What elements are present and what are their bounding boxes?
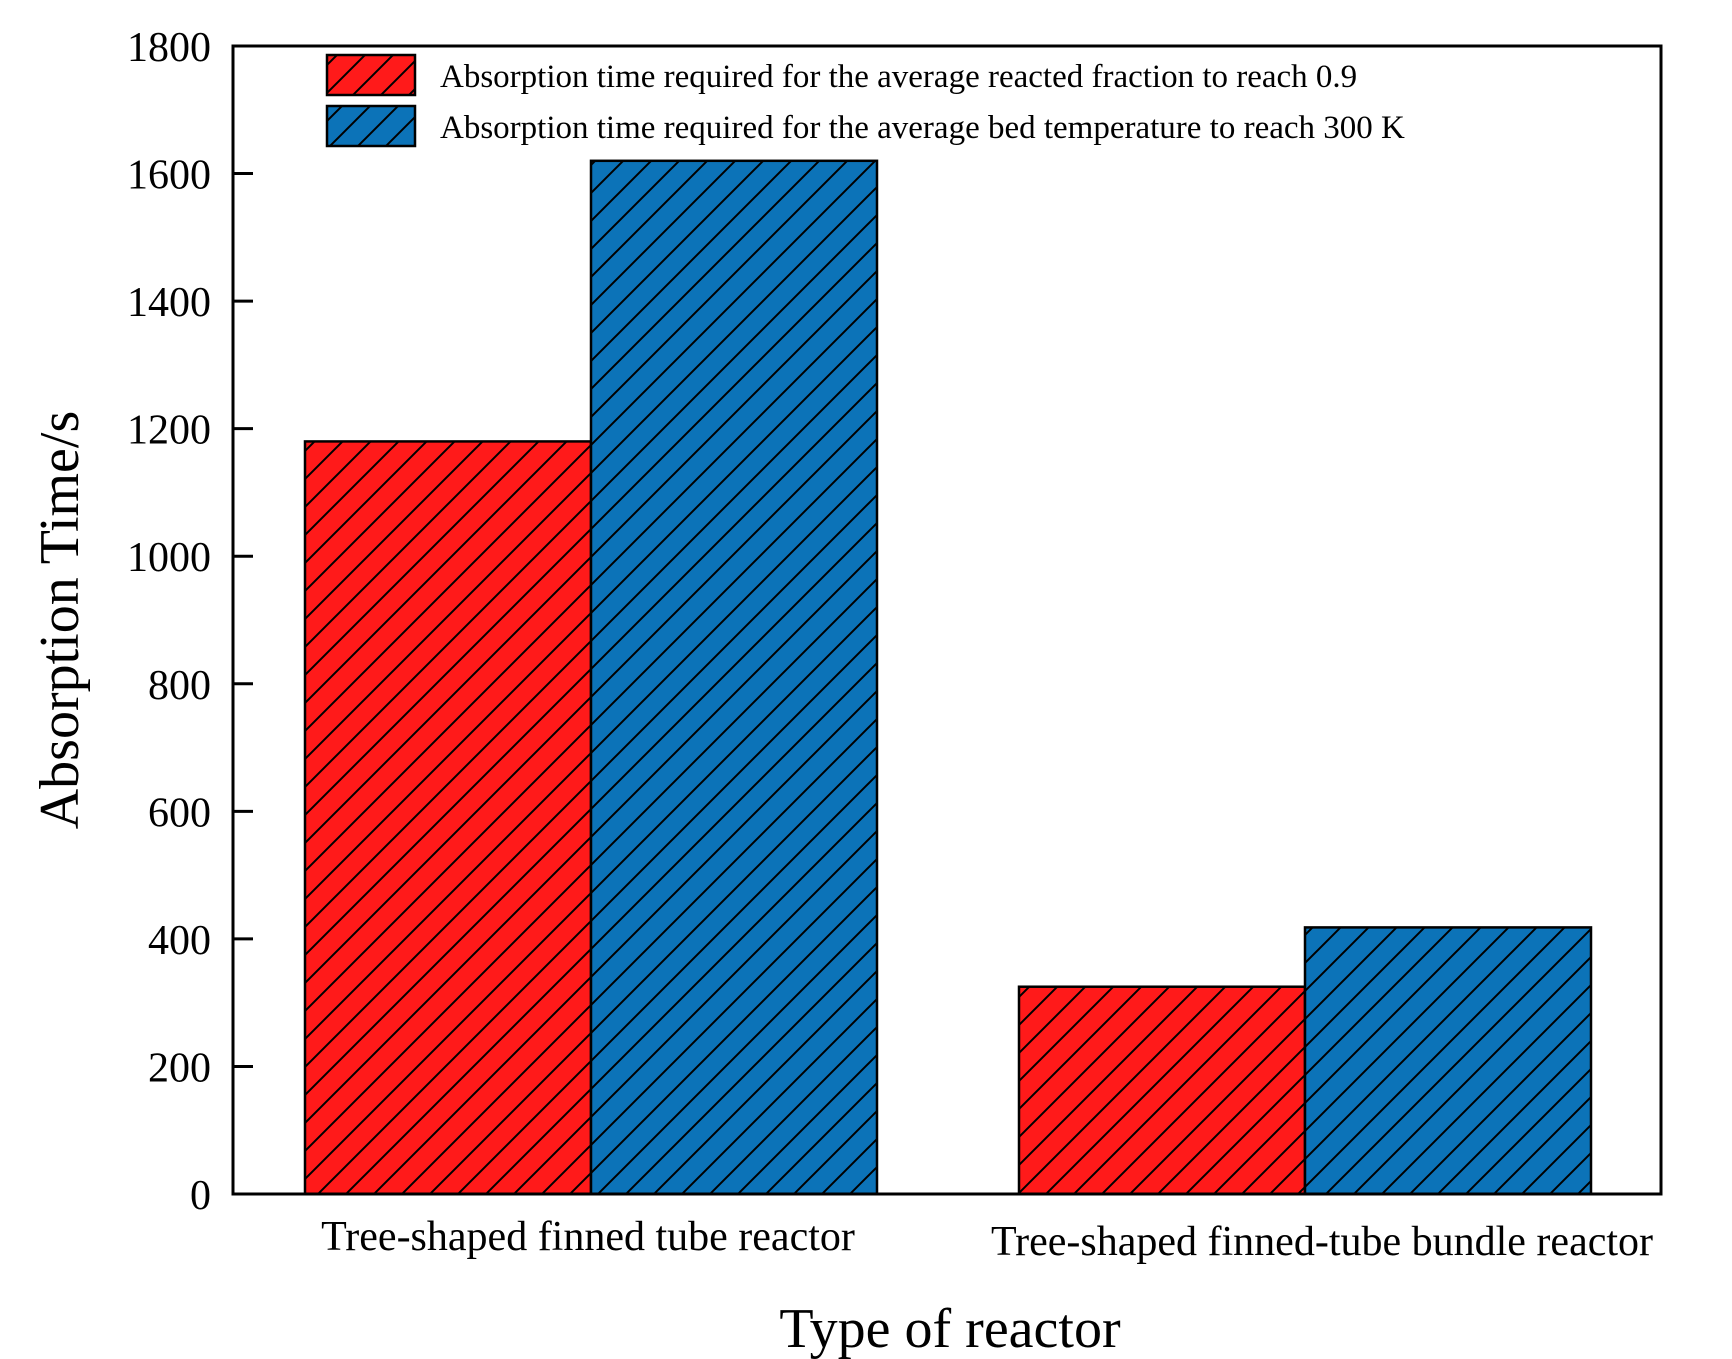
y-tick-label: 1000 <box>127 535 211 581</box>
x-axis-category-labels: Tree-shaped finned tube reactor Tree-shap… <box>321 1214 1653 1265</box>
plot-area-frame <box>231 44 1663 1196</box>
y-tick-label: 1800 <box>127 25 211 71</box>
legend-swatch <box>325 53 417 97</box>
legend-swatch <box>325 104 417 148</box>
legend-label: Absorption time required for the average… <box>440 59 1357 95</box>
bar-bed-temperature-2 <box>1303 926 1593 1196</box>
y-tick-label: 1200 <box>127 408 211 454</box>
bar-reacted-fraction-1 <box>303 440 593 1196</box>
y-tick-label: 0 <box>190 1173 211 1219</box>
y-tick-label: 600 <box>148 790 211 836</box>
y-axis-title: Absorption Time/s <box>29 411 91 830</box>
x-axis-title: Type of reactor <box>779 1298 1121 1359</box>
bar-bed-temperature-1 <box>589 159 879 1196</box>
y-tick-label: 800 <box>148 663 211 709</box>
y-tick-label: 1400 <box>127 280 211 326</box>
y-tick-label: 200 <box>148 1045 211 1091</box>
legend-label: Absorption time required for the average… <box>440 110 1405 146</box>
x-category-label: Tree-shaped finned tube reactor <box>321 1214 855 1260</box>
legend: Absorption time required for the average… <box>325 53 1405 148</box>
bars-group <box>303 159 1593 1196</box>
y-axis-ticks: 0 200 400 600 800 1000 1200 1400 1600 1800 <box>127 25 253 1219</box>
y-tick-label: 400 <box>148 918 211 964</box>
x-category-label: Tree-shaped finned-tube bundle reactor <box>991 1219 1653 1265</box>
bar-reacted-fraction-2 <box>1017 985 1307 1196</box>
y-tick-label: 1600 <box>127 153 211 199</box>
